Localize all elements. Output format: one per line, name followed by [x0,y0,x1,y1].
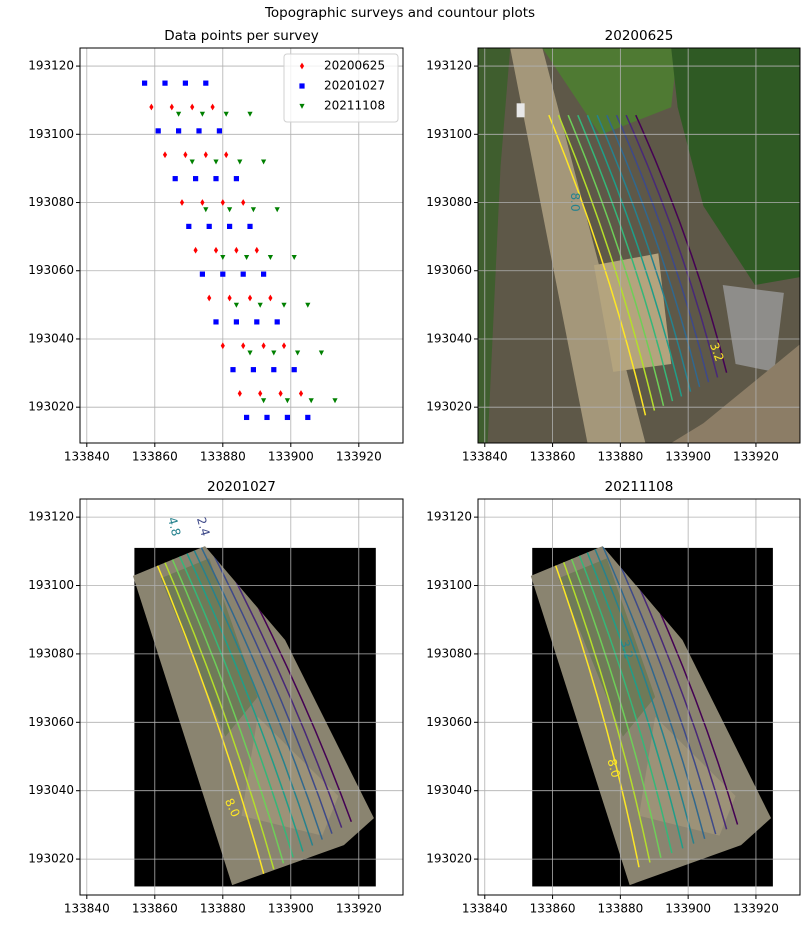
y-tick-label: 193100 [426,127,472,141]
y-tick-label: 193060 [28,263,74,277]
point [186,224,191,229]
y-tick-label: 193120 [426,510,472,524]
point [200,272,205,277]
x-tick-label: 133840 [64,902,110,916]
x-tick-label: 133880 [597,902,643,916]
y-tick-label: 193020 [426,852,472,866]
x-tick-label: 133840 [462,450,508,464]
y-tick-label: 193120 [28,59,74,73]
point [271,367,276,372]
point [183,81,188,86]
x-tick-label: 133880 [200,450,246,464]
y-tick-label: 193080 [28,646,74,660]
legend-label: 20200625 [324,59,385,73]
point [217,128,222,133]
subplot-title: 20201027 [207,479,276,495]
legend-marker [299,83,304,88]
point [261,272,266,277]
page: {"title": "Topographic surveys and count… [0,0,801,925]
x-tick-label: 133900 [268,450,314,464]
contour-label: 8.0 [568,193,582,212]
point [162,81,167,86]
figure: Topographic surveys and countour plots D… [0,0,801,925]
x-tick-label: 133860 [530,450,576,464]
y-tick-label: 193060 [28,715,74,729]
x-tick-label: 133900 [665,902,711,916]
y-tick-label: 193080 [28,195,74,209]
point [305,415,310,420]
x-tick-label: 133860 [530,902,576,916]
point [176,128,181,133]
x-tick-label: 133860 [132,902,178,916]
y-tick-label: 193020 [28,852,74,866]
y-tick-label: 193100 [28,578,74,592]
y-tick-label: 193040 [426,331,472,345]
point [220,272,225,277]
point [241,272,246,277]
point [251,367,256,372]
y-tick-label: 193040 [28,783,74,797]
x-tick-label: 133920 [336,450,382,464]
y-tick-label: 193060 [426,715,472,729]
point [247,224,252,229]
point [203,81,208,86]
y-tick-label: 193020 [426,400,472,414]
y-tick-label: 193100 [426,578,472,592]
point [213,319,218,324]
x-tick-label: 133900 [665,450,711,464]
image [133,546,376,886]
point [234,176,239,181]
y-tick-label: 193060 [426,263,472,277]
point [213,176,218,181]
point [264,415,269,420]
y-tick-label: 193040 [426,783,472,797]
point [234,319,239,324]
image [478,48,800,443]
x-tick-label: 133920 [336,902,382,916]
point [196,128,201,133]
y-tick-label: 193020 [28,400,74,414]
x-tick-label: 133880 [200,902,246,916]
x-tick-label: 133900 [268,902,314,916]
subplot-title: 20211108 [605,479,674,495]
x-tick-label: 133860 [132,450,178,464]
point [173,176,178,181]
y-tick-label: 193080 [426,195,472,209]
point [230,367,235,372]
x-tick-label: 133840 [64,450,110,464]
y-tick-label: 193100 [28,127,74,141]
x-tick-label: 133920 [733,450,779,464]
point [254,319,259,324]
y-tick-label: 193080 [426,646,472,660]
subplot: Data points per survey 133840 133860 133880… [28,28,403,464]
y-tick-label: 193120 [28,510,74,524]
figure-title: Topographic surveys and countour plots [264,5,535,21]
point [227,224,232,229]
point [292,367,297,372]
subplot-title: Data points per survey [164,28,318,44]
x-tick-label: 133840 [462,902,508,916]
y-tick-label: 193040 [28,331,74,345]
subplot: 202006258.03.213384013386013388013390013… [426,28,800,464]
point [142,81,147,86]
point [156,128,161,133]
subplot-title: 20200625 [605,28,674,44]
legend-label: 20211108 [324,99,385,113]
x-tick-label: 133920 [733,902,779,916]
y-tick-label: 193120 [426,59,472,73]
point [244,415,249,420]
photo-car [517,103,525,117]
point [285,415,290,420]
x-tick-label: 133880 [597,450,643,464]
point [275,319,280,324]
point [207,224,212,229]
legend-label: 20201027 [324,79,385,93]
point [193,176,198,181]
